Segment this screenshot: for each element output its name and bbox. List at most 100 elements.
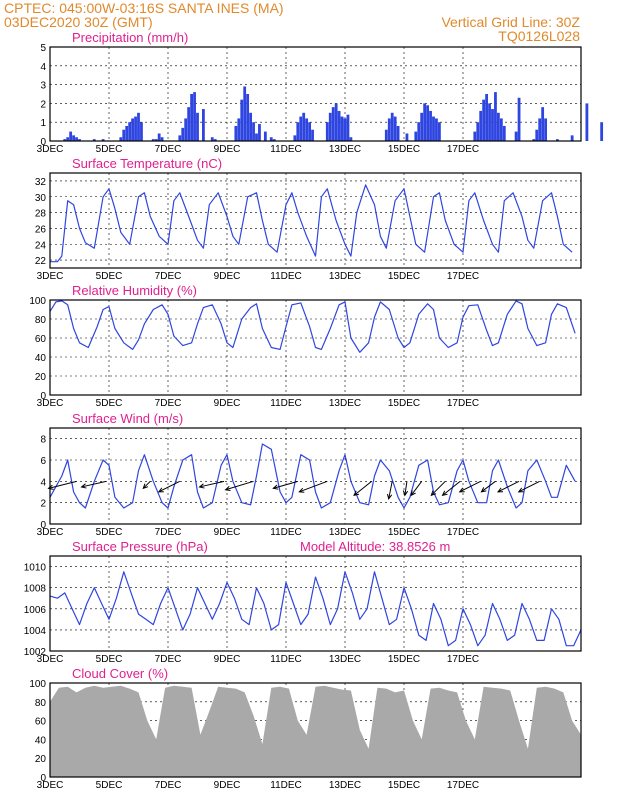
y-tick-label: 5 bbox=[40, 43, 46, 54]
panels: Precipitation (mm/h) 0 1 2 3 4 5 3DEC 5DEC 7DEC 9D… bbox=[24, 30, 604, 791]
precip-bar bbox=[532, 139, 536, 141]
x-tick-label: 13DEC bbox=[329, 654, 361, 665]
wind-arrow bbox=[480, 480, 496, 493]
wind-arrow-head bbox=[47, 484, 54, 490]
panel-title: Surface Pressure (hPa) bbox=[72, 539, 208, 554]
wind-arrow bbox=[402, 481, 409, 497]
panel-pressure: Surface Pressure (hPa) Model Altitude: 38… bbox=[24, 539, 582, 665]
wind-arrow-head bbox=[353, 490, 360, 497]
precip-bar bbox=[296, 122, 300, 141]
precip-bar bbox=[325, 122, 329, 141]
x-tick-label: 11DEC bbox=[270, 271, 302, 282]
y-tick-label: 80 bbox=[35, 315, 47, 326]
precip-bar bbox=[393, 116, 397, 141]
y-tick-label: 1008 bbox=[24, 584, 47, 595]
x-tick-label: 15DEC bbox=[388, 144, 420, 155]
precip-bar bbox=[535, 129, 539, 141]
x-tick-label: 11DEC bbox=[270, 398, 302, 409]
y-tick-label: 22 bbox=[35, 256, 47, 267]
x-tick-label: 9DEC bbox=[214, 271, 241, 282]
precip-bar bbox=[302, 112, 306, 141]
precip-bar bbox=[272, 139, 276, 141]
precip-bar bbox=[426, 105, 429, 141]
precip-bar bbox=[249, 112, 252, 141]
series-line bbox=[49, 443, 576, 509]
wind-arrow bbox=[497, 480, 520, 493]
wind-arrow bbox=[386, 481, 393, 500]
wind-arrow bbox=[272, 480, 298, 490]
y-tick-label: 6 bbox=[40, 456, 46, 467]
wind-arrow-head bbox=[517, 487, 524, 493]
y-tick-label: 0 bbox=[40, 137, 46, 148]
precip-bar bbox=[423, 103, 427, 141]
precip-bar bbox=[494, 92, 497, 141]
y-tick-label: 1006 bbox=[24, 605, 47, 616]
header-station: CPTEC: 045:00W-03:16S SANTA INES (MA) bbox=[4, 0, 284, 16]
x-tick-label: 17DEC bbox=[447, 780, 479, 791]
panel-cloud-cover: Cloud Cover (%) 0 20 40 60 80 100 3DEC 5DEC 7DEC 9… bbox=[29, 666, 582, 791]
y-tick-label: 60 bbox=[35, 717, 47, 728]
precip-bar bbox=[438, 122, 441, 141]
precip-bar bbox=[346, 114, 350, 141]
precip-bar bbox=[420, 112, 424, 141]
panel-wind: Surface Wind (m/s) 0 2 4 6 8 3DEC 5DEC 7DEC 9DEC 1… bbox=[37, 411, 582, 538]
precip-bar bbox=[308, 122, 311, 141]
precip-bar bbox=[305, 118, 309, 141]
wind-arrow-shaft bbox=[430, 480, 446, 496]
y-tick-label: 0 bbox=[40, 391, 46, 402]
precip-bar bbox=[137, 112, 140, 141]
wind-arrow-shaft bbox=[410, 481, 423, 496]
precip-bar bbox=[497, 112, 500, 141]
precip-bar bbox=[210, 137, 214, 141]
x-tick-label: 9DEC bbox=[214, 398, 241, 409]
wind-arrow-head bbox=[272, 484, 279, 490]
x-tick-label: 9DEC bbox=[214, 654, 241, 665]
x-tick-label: 17DEC bbox=[447, 527, 479, 538]
x-tick-label: 11DEC bbox=[270, 527, 302, 538]
precip-bar bbox=[390, 112, 394, 141]
precip-bar bbox=[405, 133, 409, 141]
wind-arrow-shaft bbox=[142, 480, 151, 489]
y-tick-label: 20 bbox=[35, 754, 47, 765]
y-tick-label: 1002 bbox=[24, 647, 47, 658]
x-tick-label: 13DEC bbox=[329, 144, 361, 155]
y-tick-label: 100 bbox=[29, 679, 46, 690]
series-line bbox=[49, 571, 582, 647]
precip-bar bbox=[263, 131, 267, 141]
precip-bar bbox=[384, 129, 388, 141]
header-grid-line-note: Vertical Grid Line: 30Z bbox=[441, 14, 580, 30]
precip-bar bbox=[255, 133, 258, 141]
x-tick-label: 13DEC bbox=[329, 780, 361, 791]
precip-bar bbox=[140, 122, 143, 141]
wind-arrow bbox=[47, 480, 77, 490]
precip-bar bbox=[414, 131, 418, 141]
x-tick-label: 5DEC bbox=[96, 654, 123, 665]
precip-bar bbox=[213, 139, 217, 141]
precip-bar bbox=[128, 122, 132, 141]
y-tick-label: 4 bbox=[40, 62, 46, 73]
precip-bar bbox=[252, 122, 255, 141]
precip-bar bbox=[66, 137, 70, 141]
header-run-time: 03DEC2020 30Z (GMT) bbox=[4, 14, 153, 30]
wind-arrow bbox=[224, 480, 254, 492]
panel-temperature: Surface Temperature (nC) 22 24 26 28 30 32 3DEC… bbox=[35, 156, 582, 282]
x-tick-label: 15DEC bbox=[388, 527, 420, 538]
panel-humidity: Relative Humidity (%) 0 20 40 60 80 100 3DEC 5DE… bbox=[29, 283, 582, 409]
precip-bar bbox=[328, 112, 332, 141]
precip-bar bbox=[482, 99, 486, 141]
y-tick-label: 80 bbox=[35, 698, 47, 709]
wind-arrow-shaft bbox=[353, 480, 372, 496]
y-tick-label: 1 bbox=[40, 118, 46, 129]
precip-bar bbox=[240, 99, 244, 141]
panel-frame bbox=[49, 299, 582, 396]
x-tick-label: 7DEC bbox=[155, 271, 182, 282]
wind-arrow-shaft bbox=[518, 480, 540, 493]
y-tick-label: 8 bbox=[40, 435, 46, 446]
x-tick-label: 15DEC bbox=[388, 654, 420, 665]
wind-arrow-shaft bbox=[225, 480, 254, 491]
wind-arrow bbox=[458, 480, 481, 493]
precip-bar bbox=[556, 139, 559, 141]
panel-frame bbox=[49, 46, 582, 142]
precip-bar bbox=[237, 118, 241, 141]
wind-arrow bbox=[142, 480, 151, 490]
